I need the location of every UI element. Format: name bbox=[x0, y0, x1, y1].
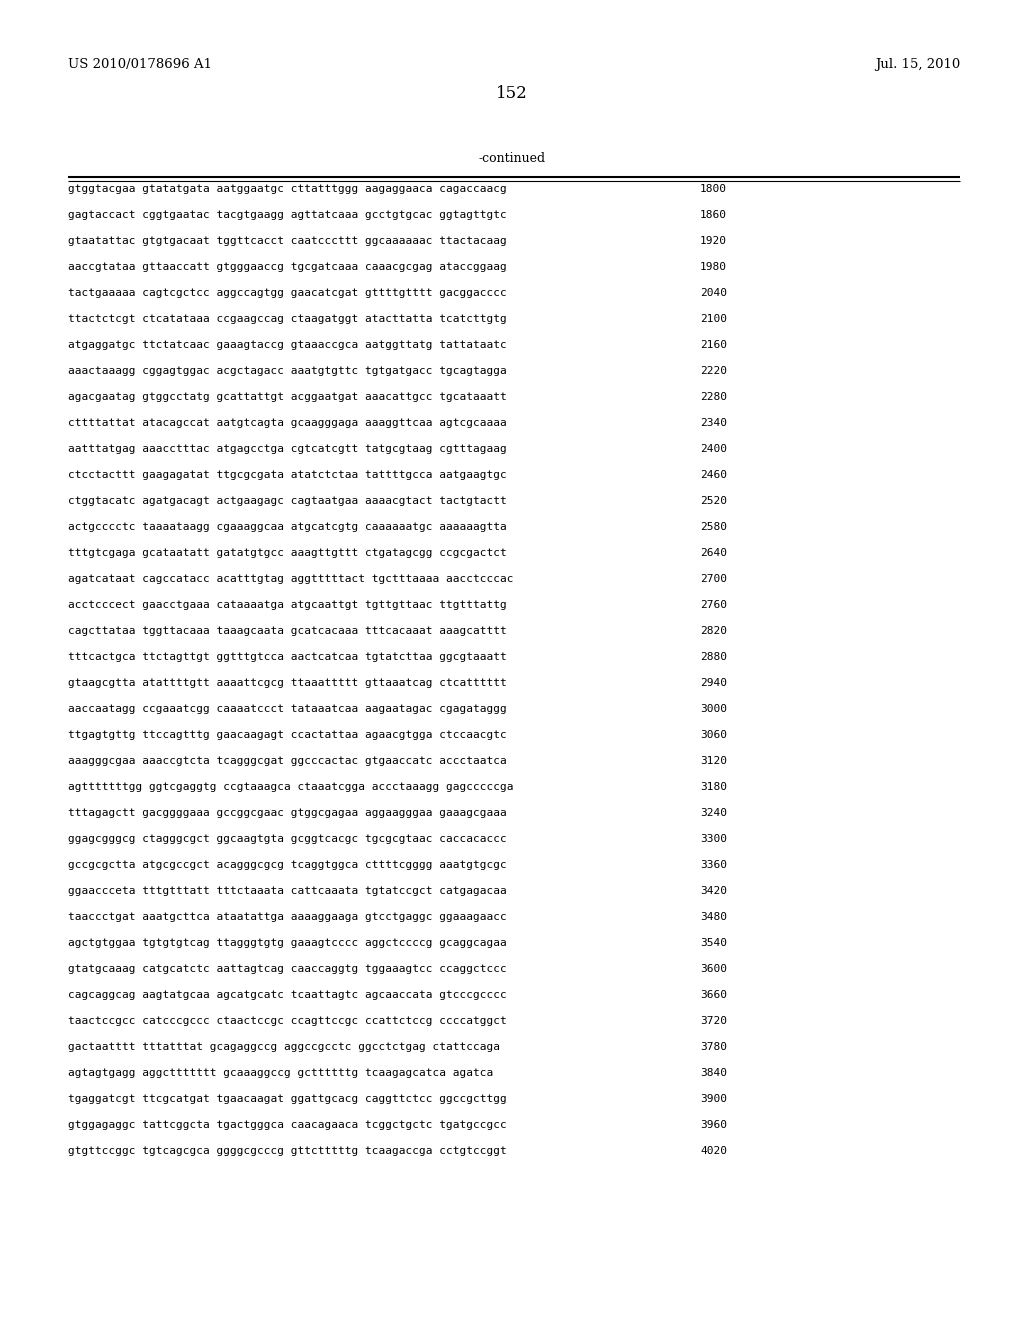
Text: ttactctcgt ctcatataaa ccgaagccag ctaagatggt atacttatta tcatcttgtg: ttactctcgt ctcatataaa ccgaagccag ctaagat… bbox=[68, 314, 507, 323]
Text: tttagagctt gacggggaaa gccggcgaac gtggcgagaa aggaagggaa gaaagcgaaa: tttagagctt gacggggaaa gccggcgaac gtggcga… bbox=[68, 808, 507, 818]
Text: 3780: 3780 bbox=[700, 1041, 727, 1052]
Text: ctggtacatc agatgacagt actgaagagc cagtaatgaa aaaacgtact tactgtactt: ctggtacatc agatgacagt actgaagagc cagtaat… bbox=[68, 496, 507, 506]
Text: 3840: 3840 bbox=[700, 1068, 727, 1078]
Text: agtagtgagg aggcttttttt gcaaaggccg gcttttttg tcaagagcatca agatca: agtagtgagg aggcttttttt gcaaaggccg gctttt… bbox=[68, 1068, 494, 1078]
Text: 3000: 3000 bbox=[700, 704, 727, 714]
Text: taactccgcc catcccgccc ctaactccgc ccagttccgc ccattctccg ccccatggct: taactccgcc catcccgccc ctaactccgc ccagttc… bbox=[68, 1016, 507, 1026]
Text: 3180: 3180 bbox=[700, 781, 727, 792]
Text: tttgtcgaga gcataatatt gatatgtgcc aaagttgttt ctgatagcgg ccgcgactct: tttgtcgaga gcataatatt gatatgtgcc aaagttg… bbox=[68, 548, 507, 558]
Text: cagcttataa tggttacaaa taaagcaata gcatcacaaa tttcacaaat aaagcatttt: cagcttataa tggttacaaa taaagcaata gcatcac… bbox=[68, 626, 507, 636]
Text: 3360: 3360 bbox=[700, 861, 727, 870]
Text: 2340: 2340 bbox=[700, 418, 727, 428]
Text: 3660: 3660 bbox=[700, 990, 727, 1001]
Text: 1860: 1860 bbox=[700, 210, 727, 220]
Text: tactgaaaaa cagtcgctcc aggccagtgg gaacatcgat gttttgtttt gacggacccc: tactgaaaaa cagtcgctcc aggccagtgg gaacatc… bbox=[68, 288, 507, 298]
Text: gtaatattac gtgtgacaat tggttcacct caatcccttt ggcaaaaaac ttactacaag: gtaatattac gtgtgacaat tggttcacct caatccc… bbox=[68, 236, 507, 246]
Text: 2400: 2400 bbox=[700, 444, 727, 454]
Text: 2640: 2640 bbox=[700, 548, 727, 558]
Text: 2940: 2940 bbox=[700, 678, 727, 688]
Text: gtatgcaaag catgcatctc aattagtcag caaccaggtg tggaaagtcc ccaggctccc: gtatgcaaag catgcatctc aattagtcag caaccag… bbox=[68, 964, 507, 974]
Text: 2460: 2460 bbox=[700, 470, 727, 480]
Text: cttttattat atacagccat aatgtcagta gcaagggaga aaaggttcaa agtcgcaaaa: cttttattat atacagccat aatgtcagta gcaaggg… bbox=[68, 418, 507, 428]
Text: 2520: 2520 bbox=[700, 496, 727, 506]
Text: 1800: 1800 bbox=[700, 183, 727, 194]
Text: 2700: 2700 bbox=[700, 574, 727, 583]
Text: 2760: 2760 bbox=[700, 601, 727, 610]
Text: 2160: 2160 bbox=[700, 341, 727, 350]
Text: gagtaccact cggtgaatac tacgtgaagg agttatcaaa gcctgtgcac ggtagttgtc: gagtaccact cggtgaatac tacgtgaagg agttatc… bbox=[68, 210, 507, 220]
Text: 3420: 3420 bbox=[700, 886, 727, 896]
Text: 3720: 3720 bbox=[700, 1016, 727, 1026]
Text: ggagcgggcg ctagggcgct ggcaagtgta gcggtcacgc tgcgcgtaac caccacaccc: ggagcgggcg ctagggcgct ggcaagtgta gcggtca… bbox=[68, 834, 507, 843]
Text: -continued: -continued bbox=[478, 152, 546, 165]
Text: tgaggatcgt ttcgcatgat tgaacaagat ggattgcacg caggttctcc ggccgcttgg: tgaggatcgt ttcgcatgat tgaacaagat ggattgc… bbox=[68, 1094, 507, 1104]
Text: 3900: 3900 bbox=[700, 1094, 727, 1104]
Text: US 2010/0178696 A1: US 2010/0178696 A1 bbox=[68, 58, 212, 71]
Text: 1920: 1920 bbox=[700, 236, 727, 246]
Text: acctcccect gaacctgaaa cataaaatga atgcaattgt tgttgttaac ttgtttattg: acctcccect gaacctgaaa cataaaatga atgcaat… bbox=[68, 601, 507, 610]
Text: ggaaccceta tttgtttatt tttctaaata cattcaaata tgtatccgct catgagacaa: ggaaccceta tttgtttatt tttctaaata cattcaa… bbox=[68, 886, 507, 896]
Text: aatttatgag aaacctttac atgagcctga cgtcatcgtt tatgcgtaag cgtttagaag: aatttatgag aaacctttac atgagcctga cgtcatc… bbox=[68, 444, 507, 454]
Text: agtttttttgg ggtcgaggtg ccgtaaagca ctaaatcgga accctaaagg gagcccccga: agtttttttgg ggtcgaggtg ccgtaaagca ctaaat… bbox=[68, 781, 513, 792]
Text: aaagggcgaa aaaccgtcta tcagggcgat ggcccactac gtgaaccatc accctaatca: aaagggcgaa aaaccgtcta tcagggcgat ggcccac… bbox=[68, 756, 507, 766]
Text: cagcaggcag aagtatgcaa agcatgcatc tcaattagtc agcaaccata gtcccgcccc: cagcaggcag aagtatgcaa agcatgcatc tcaatta… bbox=[68, 990, 507, 1001]
Text: 2820: 2820 bbox=[700, 626, 727, 636]
Text: agacgaatag gtggcctatg gcattattgt acggaatgat aaacattgcc tgcataaatt: agacgaatag gtggcctatg gcattattgt acggaat… bbox=[68, 392, 507, 403]
Text: 3120: 3120 bbox=[700, 756, 727, 766]
Text: 3300: 3300 bbox=[700, 834, 727, 843]
Text: 3060: 3060 bbox=[700, 730, 727, 741]
Text: aaccgtataa gttaaccatt gtgggaaccg tgcgatcaaa caaacgcgag ataccggaag: aaccgtataa gttaaccatt gtgggaaccg tgcgatc… bbox=[68, 261, 507, 272]
Text: agatcataat cagccatacc acatttgtag aggtttttact tgctttaaaa aacctcccac: agatcataat cagccatacc acatttgtag aggtttt… bbox=[68, 574, 513, 583]
Text: 2040: 2040 bbox=[700, 288, 727, 298]
Text: 152: 152 bbox=[496, 84, 528, 102]
Text: ttgagtgttg ttccagtttg gaacaagagt ccactattaa agaacgtgga ctccaacgtc: ttgagtgttg ttccagtttg gaacaagagt ccactat… bbox=[68, 730, 507, 741]
Text: agctgtggaa tgtgtgtcag ttagggtgtg gaaagtcccc aggctccccg gcaggcagaa: agctgtggaa tgtgtgtcag ttagggtgtg gaaagtc… bbox=[68, 939, 507, 948]
Text: ctcctacttt gaagagatat ttgcgcgata atatctctaa tattttgcca aatgaagtgc: ctcctacttt gaagagatat ttgcgcgata atatctc… bbox=[68, 470, 507, 480]
Text: atgaggatgc ttctatcaac gaaagtaccg gtaaaccgca aatggttatg tattataatc: atgaggatgc ttctatcaac gaaagtaccg gtaaacc… bbox=[68, 341, 507, 350]
Text: Jul. 15, 2010: Jul. 15, 2010 bbox=[874, 58, 961, 71]
Text: 4020: 4020 bbox=[700, 1146, 727, 1156]
Text: gccgcgctta atgcgccgct acagggcgcg tcaggtggca cttttcgggg aaatgtgcgc: gccgcgctta atgcgccgct acagggcgcg tcaggtg… bbox=[68, 861, 507, 870]
Text: taaccctgat aaatgcttca ataatattga aaaaggaaga gtcctgaggc ggaaagaacc: taaccctgat aaatgcttca ataatattga aaaagga… bbox=[68, 912, 507, 921]
Text: gtaagcgtta atattttgtt aaaattcgcg ttaaattttt gttaaatcag ctcatttttt: gtaagcgtta atattttgtt aaaattcgcg ttaaatt… bbox=[68, 678, 507, 688]
Text: gtggagaggc tattcggcta tgactgggca caacagaaca tcggctgctc tgatgccgcc: gtggagaggc tattcggcta tgactgggca caacaga… bbox=[68, 1119, 507, 1130]
Text: 3240: 3240 bbox=[700, 808, 727, 818]
Text: aaccaatagg ccgaaatcgg caaaatccct tataaatcaa aagaatagac cgagataggg: aaccaatagg ccgaaatcgg caaaatccct tataaat… bbox=[68, 704, 507, 714]
Text: 1980: 1980 bbox=[700, 261, 727, 272]
Text: 3480: 3480 bbox=[700, 912, 727, 921]
Text: gactaatttt tttatttat gcagaggccg aggccgcctc ggcctctgag ctattccaga: gactaatttt tttatttat gcagaggccg aggccgcc… bbox=[68, 1041, 500, 1052]
Text: 3600: 3600 bbox=[700, 964, 727, 974]
Text: gtgttccggc tgtcagcgca ggggcgcccg gttctttttg tcaagaccga cctgtccggt: gtgttccggc tgtcagcgca ggggcgcccg gttcttt… bbox=[68, 1146, 507, 1156]
Text: actgcccctc taaaataagg cgaaaggcaa atgcatcgtg caaaaaatgc aaaaaagtta: actgcccctc taaaataagg cgaaaggcaa atgcatc… bbox=[68, 521, 507, 532]
Text: tttcactgca ttctagttgt ggtttgtcca aactcatcaa tgtatcttaa ggcgtaaatt: tttcactgca ttctagttgt ggtttgtcca aactcat… bbox=[68, 652, 507, 663]
Text: 2280: 2280 bbox=[700, 392, 727, 403]
Text: 2100: 2100 bbox=[700, 314, 727, 323]
Text: 2880: 2880 bbox=[700, 652, 727, 663]
Text: gtggtacgaa gtatatgata aatggaatgc cttatttggg aagaggaaca cagaccaacg: gtggtacgaa gtatatgata aatggaatgc cttattt… bbox=[68, 183, 507, 194]
Text: 3960: 3960 bbox=[700, 1119, 727, 1130]
Text: aaactaaagg cggagtggac acgctagacc aaatgtgttc tgtgatgacc tgcagtagga: aaactaaagg cggagtggac acgctagacc aaatgtg… bbox=[68, 366, 507, 376]
Text: 2220: 2220 bbox=[700, 366, 727, 376]
Text: 3540: 3540 bbox=[700, 939, 727, 948]
Text: 2580: 2580 bbox=[700, 521, 727, 532]
